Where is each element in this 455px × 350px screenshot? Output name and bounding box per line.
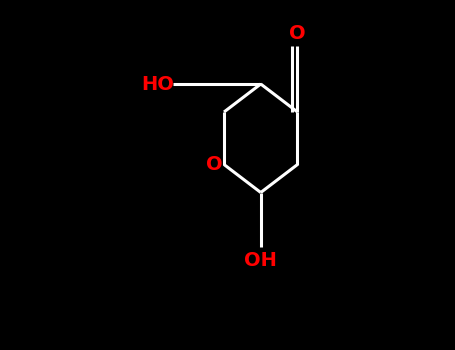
Text: OH: OH <box>244 251 277 270</box>
Text: O: O <box>289 24 306 43</box>
Text: O: O <box>206 155 222 174</box>
Text: HO: HO <box>141 75 174 93</box>
